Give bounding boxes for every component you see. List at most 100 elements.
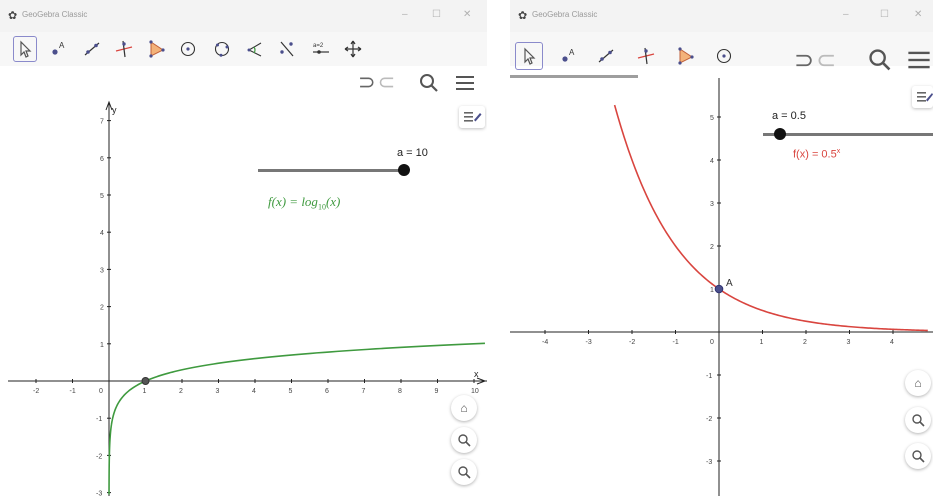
y-tick-label: 2: [100, 305, 104, 312]
x-tick-label: 3: [847, 339, 851, 346]
zoom-in-icon: [458, 434, 471, 447]
home-view-button[interactable]: ⌂: [905, 370, 931, 396]
menu-icon[interactable]: [454, 73, 476, 93]
perpendicular-line-tool-button[interactable]: [112, 36, 136, 62]
right-title-bar: ✿ GeoGebra Classic – ☐ ✕: [510, 0, 933, 32]
home-icon: ⌂: [914, 376, 922, 390]
perpendicular-line-tool-button[interactable]: [632, 42, 660, 70]
function-f-main: f(x) = log: [268, 194, 318, 209]
left-window-title: GeoGebra Classic: [22, 10, 88, 19]
perpendicular-line-icon: [637, 47, 655, 65]
x-tick-label: 6: [325, 388, 329, 395]
y-tick-label: 7: [100, 119, 104, 126]
reflect-tool-button[interactable]: [275, 36, 299, 62]
function-f-main: f(x) = 0.5: [793, 148, 837, 161]
log-function-curve: [108, 342, 485, 495]
search-icon[interactable]: [418, 72, 440, 94]
move-tool-button[interactable]: [515, 42, 543, 70]
polygon-tool-button[interactable]: [144, 36, 168, 62]
zoom-in-button[interactable]: [451, 427, 477, 453]
x-tick-label: 3: [216, 388, 220, 395]
zoom-in-button[interactable]: [905, 407, 931, 433]
undo-redo-group: ⊃⊂: [794, 46, 838, 75]
right-toolbar: [510, 32, 933, 66]
y-axis-arrow: [105, 100, 113, 111]
move-tool-button[interactable]: [13, 36, 37, 62]
style-bar-toggle-button[interactable]: [912, 86, 933, 108]
move-graphics-view-tool-button[interactable]: [341, 36, 365, 62]
x-intercept-point: [141, 377, 150, 385]
y-tick-label: 1: [100, 342, 104, 349]
slider-a-knob[interactable]: [774, 128, 786, 140]
geogebra-logo-icon: ✿: [518, 10, 528, 22]
function-f-tail: (x): [325, 194, 341, 209]
maximize-icon[interactable]: ☐: [432, 9, 441, 20]
y-tick-label: 2: [710, 244, 714, 251]
undo-icon[interactable]: ⊃: [358, 71, 378, 94]
y-tick-label: 3: [100, 267, 104, 274]
function-f-label: f(x) = 0.5x: [793, 148, 840, 161]
point-tool-button[interactable]: A: [554, 42, 582, 70]
cursor-arrow-icon: [524, 47, 536, 65]
x-tick-label: 2: [803, 339, 807, 346]
zoom-out-icon: [912, 450, 925, 463]
slider-a-knob[interactable]: [398, 164, 410, 176]
function-f-exponent: x: [836, 148, 841, 155]
minimize-icon[interactable]: –: [843, 9, 849, 20]
y-tick-label: 3: [710, 201, 714, 208]
circle-three-points-tool-button[interactable]: [210, 36, 234, 62]
y-axis-label: y: [112, 105, 117, 115]
redo-icon[interactable]: ⊂: [377, 71, 398, 94]
right-graphics-view[interactable]: -4 -3 -2 -1 0 1 2 3 4 5 4 3 2 1 -1 -2 -3 A: [510, 78, 933, 496]
y-tick-label: 5: [100, 193, 104, 200]
circle-center-point-tool-button[interactable]: [710, 42, 738, 70]
x-tick-label: -3: [586, 339, 592, 346]
x-tick-label: 4: [890, 339, 894, 346]
angle-icon: [247, 42, 262, 57]
line-tool-button[interactable]: [80, 36, 104, 62]
slider-a-track[interactable]: [258, 169, 404, 172]
redo-icon[interactable]: ⊂: [816, 47, 839, 74]
exp-function-curve: [613, 104, 928, 332]
undo-icon[interactable]: ⊃: [794, 47, 817, 74]
x-axis-label: x: [474, 369, 479, 379]
x-tick-label: 0: [710, 339, 714, 346]
x-tick-label: -4: [542, 339, 548, 346]
toolbar-progress-line: [510, 75, 638, 78]
polygon-tool-button[interactable]: [671, 42, 699, 70]
zoom-out-button[interactable]: [905, 443, 931, 469]
left-graphics-view[interactable]: y x -2 -1 0 1 2 3 4 5 6 7 8 9 10 7 6 5 4 3 2 1 -1 -2 -3: [0, 96, 487, 496]
slider-a-label: a = 10: [397, 147, 428, 159]
x-tick-label: 4: [252, 388, 256, 395]
y-tick-label: 6: [100, 156, 104, 163]
slider-a-track[interactable]: [763, 133, 933, 136]
home-view-button[interactable]: ⌂: [451, 395, 477, 421]
right-geogebra-window: ✿ GeoGebra Classic – ☐ ✕ A ⊃⊂ -4 -3 -2 -1 0 1…: [510, 0, 933, 496]
point-tool-button[interactable]: A: [46, 36, 70, 62]
x-tick-label: 0: [99, 388, 103, 395]
maximize-icon[interactable]: ☐: [880, 9, 889, 20]
angle-tool-button[interactable]: [243, 36, 267, 62]
circle-center-point-tool-button[interactable]: [176, 36, 200, 62]
point-icon: A: [52, 41, 65, 55]
perpendicular-line-icon: [115, 40, 133, 58]
y-tick-label: 4: [710, 158, 714, 165]
function-f-label: f(x) = log10(x): [268, 194, 340, 212]
search-icon[interactable]: [867, 47, 893, 73]
minimize-icon[interactable]: –: [402, 9, 408, 20]
close-icon[interactable]: ✕: [463, 9, 472, 20]
close-icon[interactable]: ✕: [914, 9, 923, 20]
x-tick-label: 8: [398, 388, 402, 395]
point-icon: A: [562, 48, 575, 62]
polygon-icon: [678, 47, 694, 65]
zoom-out-button[interactable]: [451, 459, 477, 485]
menu-icon[interactable]: [906, 48, 932, 72]
left-title-bar: ✿ GeoGebra Classic – ☐ ✕: [0, 0, 487, 32]
style-bar-toggle-button[interactable]: [459, 106, 485, 128]
line-tool-button[interactable]: [592, 42, 620, 70]
reflect-about-line-icon: [280, 41, 294, 57]
x-tick-label: 9: [435, 388, 439, 395]
slider-tool-button[interactable]: a=2: [309, 36, 333, 62]
move-arrows-icon: [344, 40, 362, 58]
slider-icon: a=2: [313, 43, 329, 54]
